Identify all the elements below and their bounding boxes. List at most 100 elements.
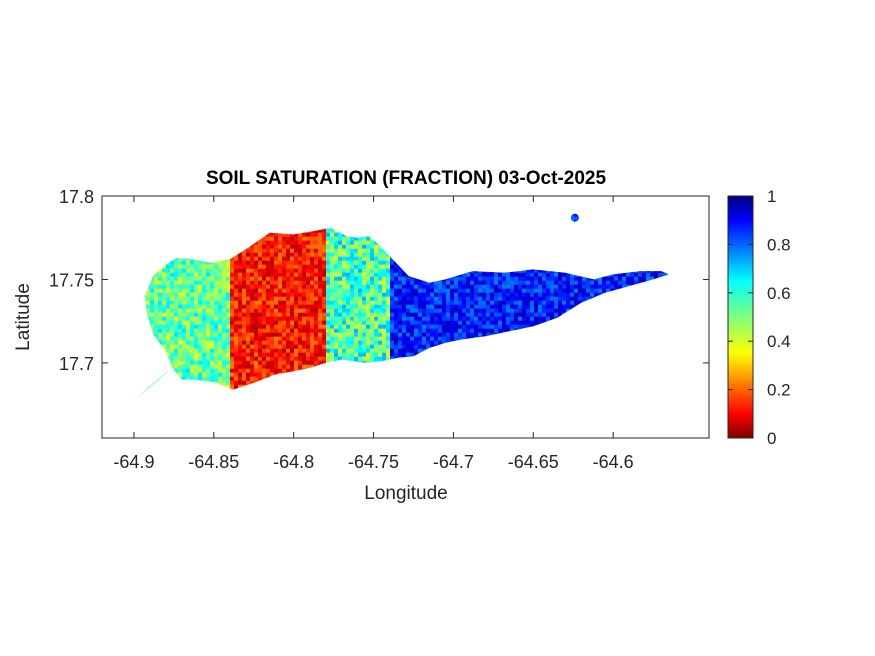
heatmap-cell <box>550 213 555 218</box>
heatmap-cell <box>622 220 627 226</box>
heatmap-cell <box>330 304 335 310</box>
heatmap-cell <box>174 256 179 262</box>
heatmap-cell <box>458 276 463 282</box>
heatmap-cell <box>618 216 623 222</box>
heatmap-cell <box>478 236 483 242</box>
heatmap-cell <box>462 252 467 258</box>
heatmap-cell <box>282 328 287 334</box>
heatmap-cell <box>306 224 311 230</box>
heatmap-cell <box>342 288 347 294</box>
heatmap-cell <box>226 213 231 218</box>
heatmap-cell <box>370 260 375 266</box>
heatmap-cell <box>130 329 134 333</box>
heatmap-cell <box>458 264 463 270</box>
heatmap-cell <box>262 340 267 346</box>
heatmap-cell <box>494 232 499 238</box>
heatmap-cell <box>210 324 215 330</box>
heatmap-cell <box>606 328 611 334</box>
heatmap-cell <box>394 296 399 302</box>
heatmap-cell <box>326 308 331 314</box>
heatmap-cell <box>338 352 343 358</box>
heatmap-cell <box>662 284 667 290</box>
heatmap-cell <box>646 236 651 242</box>
heatmap-cell <box>378 316 383 322</box>
heatmap-cell <box>638 256 643 262</box>
heatmap-cell <box>486 328 491 334</box>
heatmap-cell <box>394 352 399 358</box>
heatmap-cell <box>586 320 591 326</box>
heatmap-cell <box>182 244 187 250</box>
heatmap-cell <box>242 244 247 250</box>
heatmap-cell <box>646 292 651 298</box>
heatmap-cell <box>642 272 647 278</box>
heatmap-cell <box>518 268 523 274</box>
heatmap-cell <box>450 213 455 218</box>
heatmap-cell <box>558 236 563 242</box>
heatmap-cell <box>498 213 503 218</box>
heatmap-cell <box>594 336 599 342</box>
heatmap-cell <box>206 276 211 282</box>
heatmap-cell <box>506 244 511 250</box>
heatmap-cell <box>638 340 643 346</box>
heatmap-cell <box>554 268 559 274</box>
heatmap-cell <box>218 213 223 218</box>
heatmap-cell <box>538 276 543 282</box>
heatmap-cell <box>350 280 355 286</box>
heatmap-cell <box>414 336 419 342</box>
heatmap-cell <box>135 332 139 338</box>
heatmap-cell <box>382 344 387 350</box>
heatmap-cell <box>398 252 403 258</box>
heatmap-cell <box>510 296 515 302</box>
heatmap-cell <box>570 280 575 286</box>
heatmap-cell <box>214 213 219 218</box>
heatmap-cell <box>450 300 455 306</box>
heatmap-cell <box>402 340 407 346</box>
heatmap-cell <box>346 276 351 282</box>
heatmap-cell <box>566 228 571 234</box>
heatmap-cell <box>282 220 287 226</box>
heatmap-cell <box>570 232 575 238</box>
heatmap-cell <box>670 317 674 321</box>
heatmap-cell <box>218 324 223 330</box>
heatmap-cell <box>142 348 147 354</box>
heatmap-cell <box>390 260 395 266</box>
heatmap-cell <box>358 248 363 254</box>
heatmap-cell <box>342 213 347 218</box>
heatmap-cell <box>542 320 547 326</box>
heatmap-cell <box>130 293 134 297</box>
heatmap-cell <box>554 256 559 262</box>
heatmap-cell <box>614 244 619 250</box>
heatmap-cell <box>302 268 307 274</box>
heatmap-cell <box>166 336 171 342</box>
heatmap-cell <box>386 272 391 278</box>
heatmap-cell <box>566 276 571 282</box>
heatmap-cell <box>650 284 655 290</box>
heatmap-cell <box>194 312 199 318</box>
heatmap-cell <box>198 252 203 258</box>
heatmap-cell <box>130 333 134 337</box>
heatmap-cell <box>498 316 503 322</box>
heatmap-cell <box>142 260 147 266</box>
heatmap-cell <box>406 348 411 354</box>
heatmap-cell <box>282 248 287 254</box>
heatmap-cell <box>334 232 339 238</box>
heatmap-cell <box>170 256 175 262</box>
heatmap-cell <box>642 224 647 230</box>
heatmap-cell <box>158 304 163 310</box>
heatmap-cell <box>438 228 443 234</box>
heatmap-cell <box>638 348 643 354</box>
heatmap-cell <box>226 252 231 258</box>
heatmap-cell <box>358 288 363 294</box>
heatmap-cell <box>558 276 563 282</box>
heatmap-cell <box>318 232 323 238</box>
heatmap-cell <box>586 272 591 278</box>
heatmap-cell <box>406 236 411 242</box>
heatmap-cell <box>162 213 167 218</box>
heatmap-cell <box>378 236 383 242</box>
heatmap-cell <box>422 264 427 270</box>
heatmap-cell <box>638 220 643 226</box>
heatmap-cell <box>135 336 139 342</box>
heatmap-cell <box>342 248 347 254</box>
heatmap-cell <box>374 236 379 242</box>
heatmap-cell <box>242 256 247 262</box>
